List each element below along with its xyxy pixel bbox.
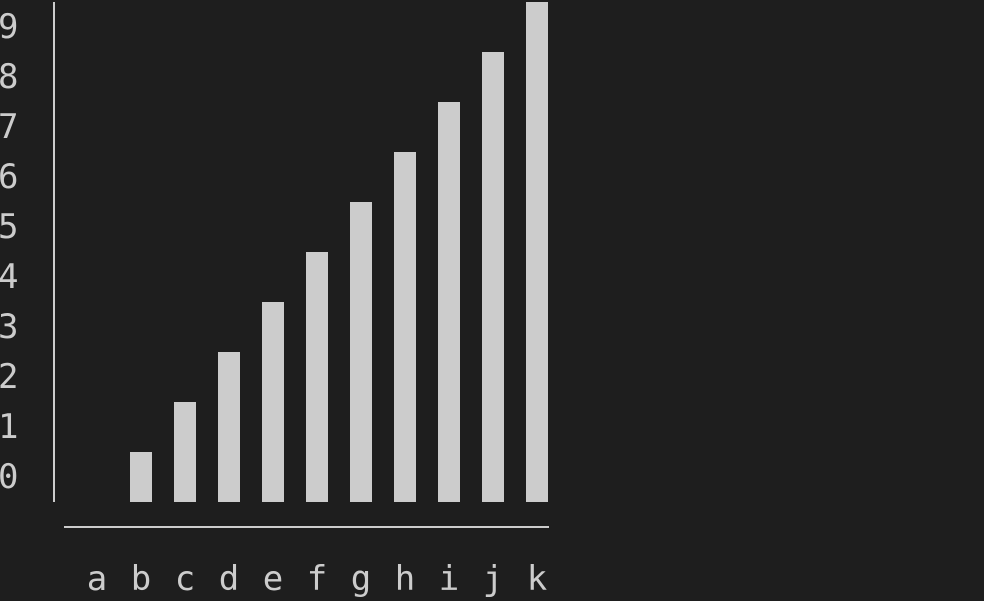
- x-tick-label: e: [263, 559, 283, 597]
- x-tick-label: i: [439, 559, 459, 597]
- x-tick-label: k: [527, 559, 547, 597]
- x-tick-label: j: [483, 559, 503, 597]
- y-tick-label: 0: [0, 457, 18, 497]
- bar-f: [306, 252, 328, 502]
- bar-b: [130, 452, 152, 502]
- y-tick-label: 9: [0, 7, 18, 47]
- bar-i: [438, 102, 460, 502]
- y-tick-label: 1: [0, 407, 18, 447]
- y-tick-label: 7: [0, 107, 18, 147]
- y-tick-labels: 0 1 2 3 4 5 6 7 8 9: [0, 7, 18, 497]
- y-tick-label: 5: [0, 207, 18, 247]
- bar-e: [262, 302, 284, 502]
- x-tick-label: a: [87, 559, 107, 597]
- y-tick-label: 2: [0, 357, 18, 397]
- bar-j: [482, 52, 504, 502]
- bar-c: [174, 402, 196, 502]
- x-tick-label: h: [395, 559, 415, 597]
- y-tick-label: 4: [0, 257, 18, 297]
- x-tick-label: d: [219, 559, 239, 597]
- bar-k: [526, 2, 548, 502]
- bar-d: [218, 352, 240, 502]
- x-tick-label: f: [307, 559, 327, 597]
- x-tick-label: b: [131, 559, 151, 597]
- y-tick-label: 3: [0, 307, 18, 347]
- bar-h: [394, 152, 416, 502]
- x-tick-label: g: [351, 559, 371, 597]
- x-tick-label: c: [175, 559, 195, 597]
- bar-g: [350, 202, 372, 502]
- y-tick-label: 6: [0, 157, 18, 197]
- y-tick-label: 8: [0, 57, 18, 97]
- bars-group: [130, 2, 548, 502]
